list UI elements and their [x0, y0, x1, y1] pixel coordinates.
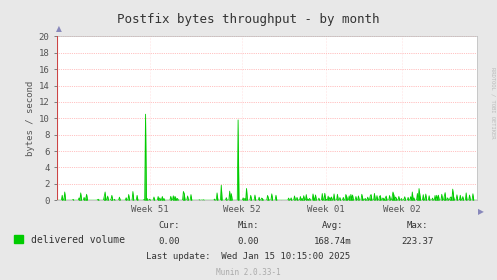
Text: Max:: Max:: [407, 221, 428, 230]
Text: ▲: ▲: [56, 24, 62, 33]
Text: Munin 2.0.33-1: Munin 2.0.33-1: [216, 268, 281, 277]
Text: Avg:: Avg:: [322, 221, 344, 230]
Text: Cur:: Cur:: [158, 221, 180, 230]
Text: RRDTOOL / TOBI OETIKER: RRDTOOL / TOBI OETIKER: [491, 67, 496, 139]
Y-axis label: bytes / second: bytes / second: [26, 81, 35, 156]
Text: 0.00: 0.00: [158, 237, 180, 246]
Text: 168.74m: 168.74m: [314, 237, 352, 246]
Text: ▶: ▶: [478, 207, 484, 216]
Text: 0.00: 0.00: [238, 237, 259, 246]
Legend: delivered volume: delivered volume: [10, 231, 129, 249]
Text: Min:: Min:: [238, 221, 259, 230]
Text: Postfix bytes throughput - by month: Postfix bytes throughput - by month: [117, 13, 380, 25]
Text: 223.37: 223.37: [402, 237, 433, 246]
Text: Last update:  Wed Jan 15 10:15:00 2025: Last update: Wed Jan 15 10:15:00 2025: [147, 252, 350, 261]
